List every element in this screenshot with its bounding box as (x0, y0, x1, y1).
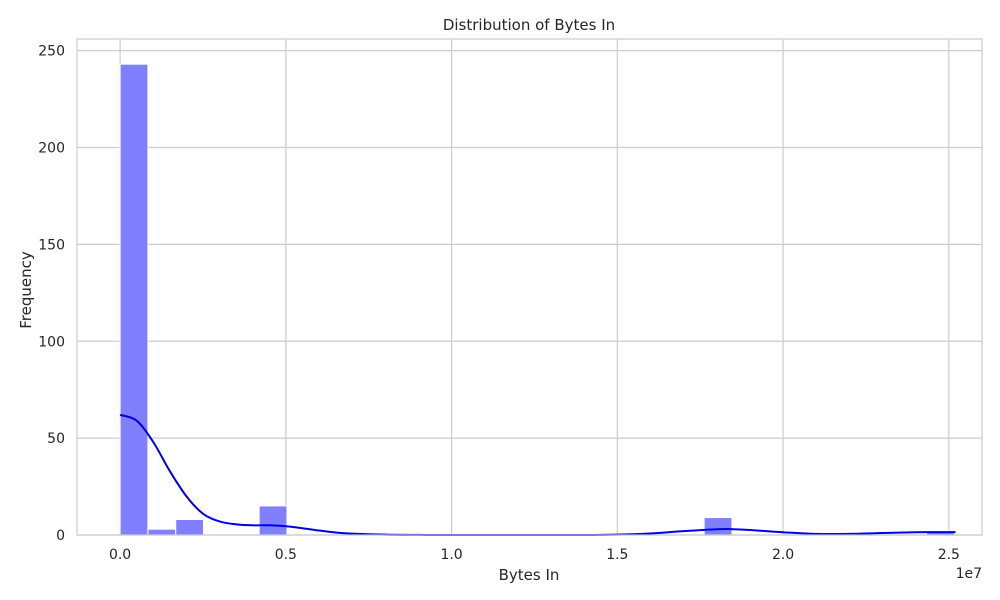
chart-title: Distribution of Bytes In (443, 16, 615, 34)
histogram-bar (119, 63, 149, 536)
x-tick-label: 0.0 (109, 547, 131, 563)
y-tick-label: 50 (47, 431, 65, 447)
x-axis-label: Bytes In (499, 566, 560, 584)
histogram-bar (258, 505, 288, 536)
y-tick-label: 100 (38, 334, 65, 350)
y-tick-label: 250 (38, 44, 65, 60)
y-axis-label: Frequency (17, 251, 35, 329)
y-tick-label: 200 (38, 141, 65, 157)
y-tick-label: 150 (38, 237, 65, 253)
x-tick-labels: 0.0 0.5 1.0 1.5 2.0 2.5 (109, 547, 960, 563)
histogram-bar (147, 528, 177, 536)
x-tick-label: 1.5 (606, 547, 628, 563)
plot-area-frame (76, 38, 983, 536)
x-tick-label: 2.5 (938, 547, 960, 563)
histogram-bar (175, 519, 205, 536)
histogram-bars (119, 63, 955, 536)
histogram-bar (703, 517, 733, 536)
x-tick-label: 2.0 (772, 547, 794, 563)
y-tick-label: 0 (56, 528, 65, 544)
x-tick-label: 0.5 (275, 547, 297, 563)
kde-curve (119, 413, 956, 536)
x-axis-offset-label: 1e7 (956, 566, 982, 582)
y-tick-labels: 0 50 100 150 200 250 (38, 44, 65, 544)
grid-lines (77, 39, 982, 536)
x-tick-label: 1.0 (440, 547, 462, 563)
